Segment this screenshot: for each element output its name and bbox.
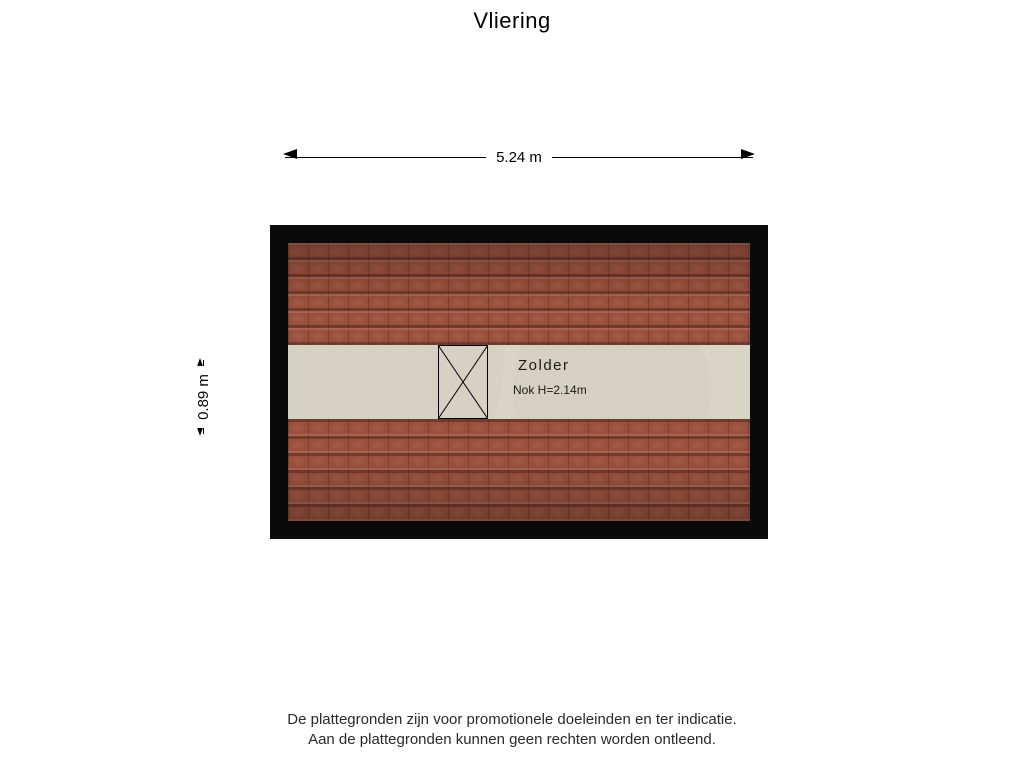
floorplan: Zolder Nok H=2.14m — [270, 225, 768, 539]
attic-hatch — [438, 345, 488, 419]
roof-tiles-top — [288, 243, 750, 345]
dimension-vertical-label: 0.89 m — [192, 366, 216, 428]
disclaimer-line-1: De plattegronden zijn voor promotionele … — [0, 710, 1024, 730]
dimension-horizontal-label: 5.24 m — [486, 146, 552, 170]
dimension-horizontal: 5.24 m — [285, 146, 753, 170]
dimension-vertical: 0.89 m — [192, 360, 216, 434]
floorplan-inner: Zolder Nok H=2.14m — [288, 243, 750, 521]
arrow-right-icon — [741, 149, 755, 159]
disclaimer-line-2: Aan de plattegronden kunnen geen rechten… — [0, 730, 1024, 750]
roof-tiles-bottom — [288, 419, 750, 521]
room-name: Zolder — [518, 357, 570, 374]
hatch-icon — [438, 345, 488, 419]
page-title: Vliering — [0, 8, 1024, 34]
room-ridge-height: Nok H=2.14m — [513, 383, 587, 397]
roof-top — [288, 243, 750, 345]
arrow-left-icon — [283, 149, 297, 159]
roof-bottom — [288, 419, 750, 521]
disclaimer: De plattegronden zijn voor promotionele … — [0, 710, 1024, 751]
